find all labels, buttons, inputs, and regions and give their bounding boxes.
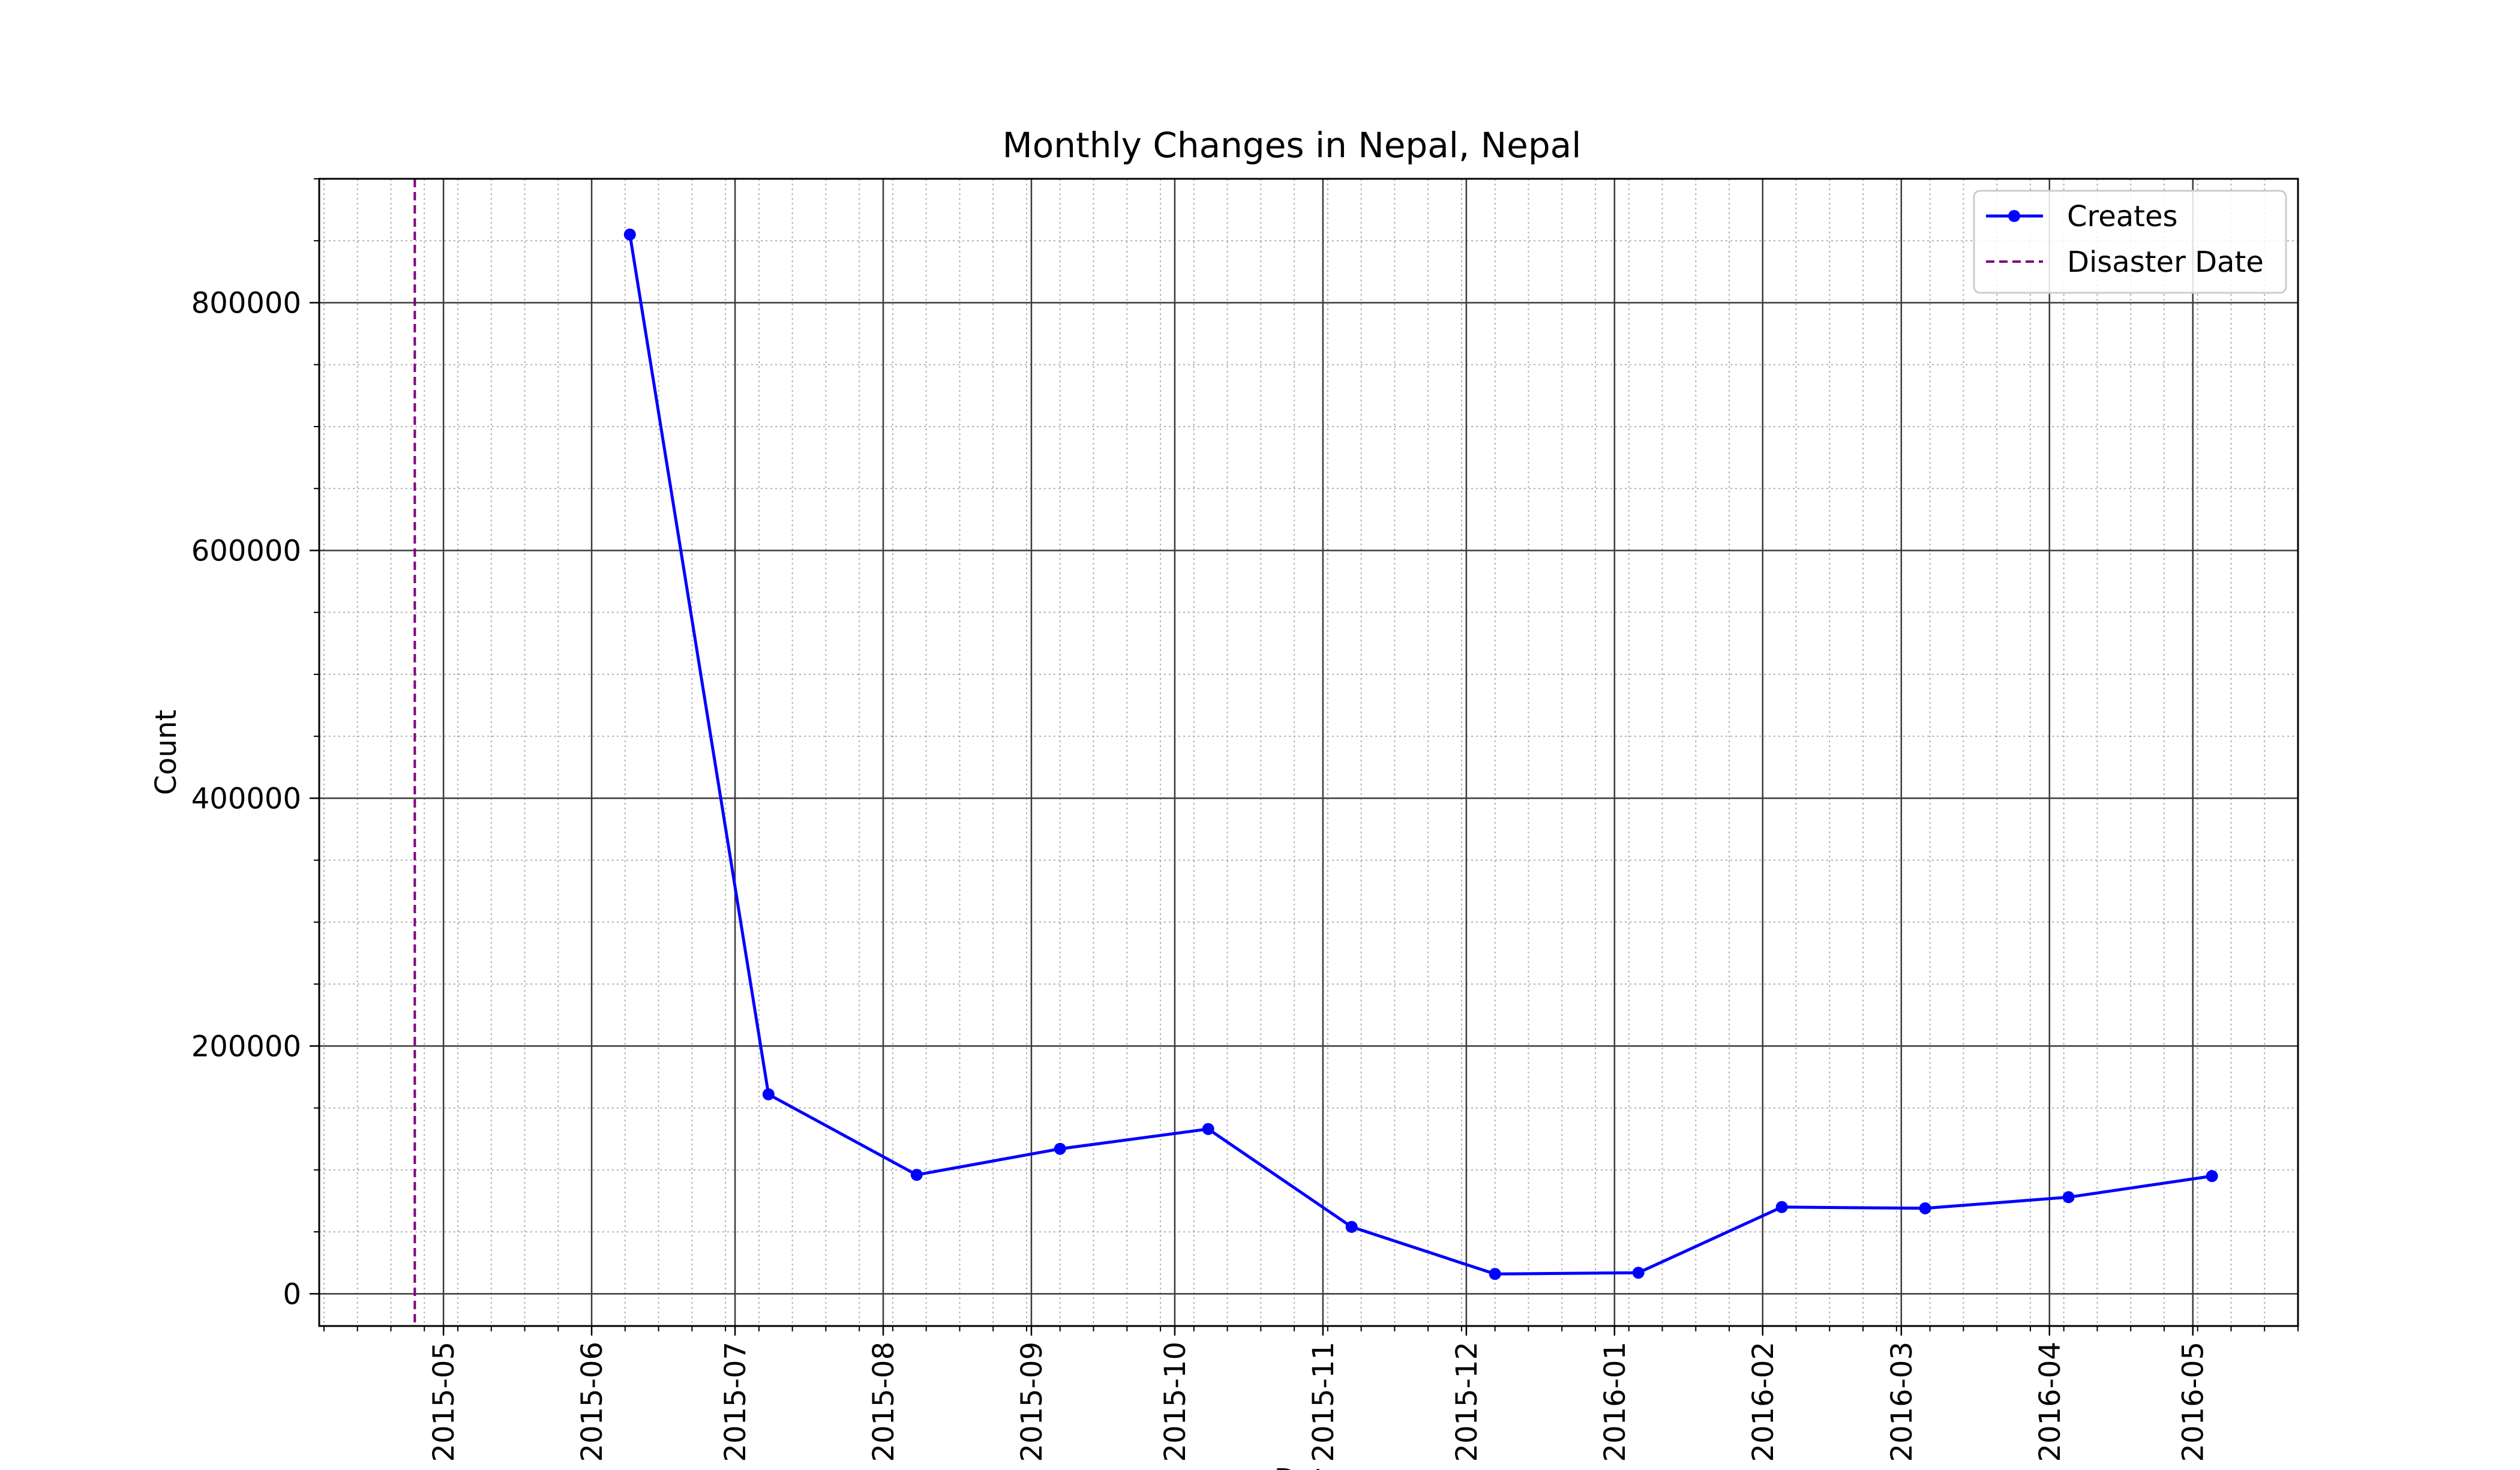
x-tick-label: 2015-09 — [1015, 1342, 1049, 1462]
creates-data-point — [1489, 1268, 1501, 1280]
y-tick-label: 800000 — [191, 286, 301, 320]
legend-box — [1973, 190, 2287, 294]
x-tick-label: 2016-05 — [2177, 1342, 2210, 1462]
creates-data-point — [1632, 1267, 1645, 1279]
creates-data-point — [1054, 1142, 1066, 1155]
x-tick-label: 2015-11 — [1307, 1342, 1340, 1462]
x-tick-label: 2016-03 — [1885, 1342, 1919, 1462]
y-axis: 0 200000 400000 600000 800000 — [191, 178, 319, 1311]
x-axis: 2015-05 2015-06 2015-07 2015-08 2015-09 2015-… — [323, 1326, 2299, 1462]
creates-data-point — [1775, 1201, 1788, 1213]
creates-data-point — [1202, 1123, 1214, 1135]
legend: Creates Disaster Date — [1973, 190, 2287, 294]
creates-data-point — [623, 228, 636, 241]
series-layer — [623, 228, 2218, 1280]
chart-title: Monthly Changes in Nepal, Nepal — [1003, 125, 1582, 166]
x-axis-label: Date — [1274, 1463, 1343, 1470]
y-axis-label: Count — [149, 710, 183, 796]
creates-data-point — [1345, 1220, 1358, 1233]
creates-data-point — [910, 1169, 923, 1181]
legend-disaster-label: Disaster Date — [2067, 245, 2264, 279]
creates-data-point — [762, 1088, 775, 1100]
x-tick-label: 2016-04 — [2033, 1342, 2067, 1462]
x-tick-label: 2015-06 — [575, 1342, 609, 1462]
x-tick-label: 2015-07 — [719, 1342, 752, 1462]
x-tick-label: 2016-02 — [1747, 1342, 1780, 1462]
y-tick-label: 200000 — [191, 1030, 301, 1063]
legend-creates-label: Creates — [2067, 200, 2178, 233]
y-tick-label: 0 — [283, 1277, 301, 1311]
y-tick-label: 400000 — [191, 782, 301, 815]
x-tick-label: 2016-01 — [1598, 1342, 1632, 1462]
x-tick-label: 2015-05 — [427, 1342, 461, 1462]
x-tick-label: 2015-10 — [1159, 1342, 1192, 1462]
creates-data-point — [1919, 1202, 1931, 1214]
creates-series-line — [628, 234, 2212, 1276]
plot-frame — [318, 178, 2299, 1327]
creates-data-point — [2062, 1191, 2075, 1204]
x-tick-label: 2015-12 — [1450, 1342, 1484, 1462]
creates-data-point — [2206, 1170, 2218, 1183]
y-tick-label: 600000 — [191, 534, 301, 568]
x-tick-label: 2015-08 — [867, 1342, 901, 1462]
legend-creates-marker — [2008, 210, 2020, 222]
